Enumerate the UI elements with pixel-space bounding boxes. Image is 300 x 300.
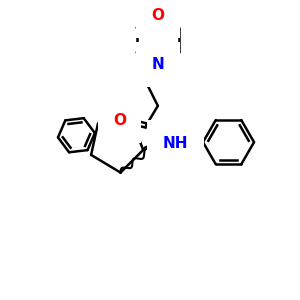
Text: NH: NH xyxy=(163,136,188,151)
Text: O: O xyxy=(152,8,164,23)
Text: O: O xyxy=(113,113,126,128)
Text: N: N xyxy=(152,57,164,72)
